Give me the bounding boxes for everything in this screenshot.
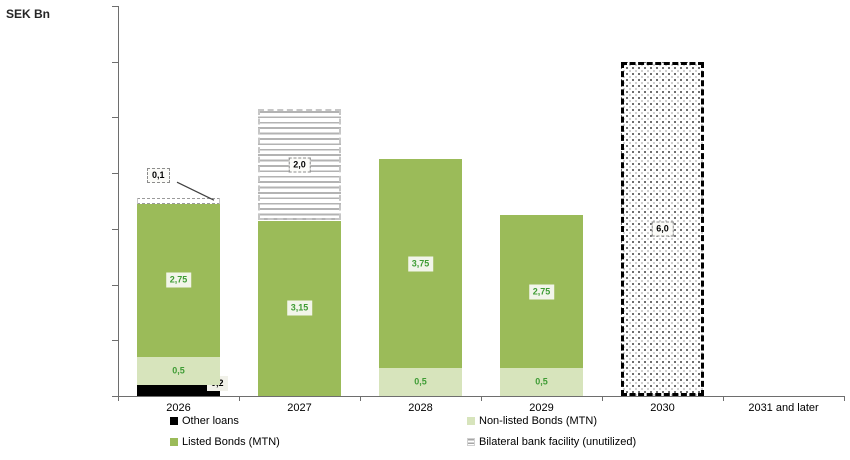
legend-item: Other loans [170, 415, 239, 427]
legend-item: Listed Bonds (MTN) [170, 436, 280, 448]
y-axis-tick [112, 284, 118, 286]
legend-item: Non-listed Bonds (MTN) [467, 415, 597, 427]
y-axis-tick [112, 228, 118, 230]
value-label: 2,75 [528, 284, 555, 300]
value-label: 2,75 [165, 272, 192, 288]
value-label: 6,0 [651, 221, 674, 237]
x-axis-label: 2028 [408, 402, 433, 414]
x-axis-label: 2027 [287, 402, 312, 414]
x-axis-tick [360, 397, 361, 401]
legend-label: Other loans [182, 415, 239, 427]
x-axis-tick [844, 397, 845, 401]
x-axis-tick [602, 397, 603, 401]
value-label: 0,5 [172, 365, 185, 376]
bar-segment-non-listed [500, 368, 583, 396]
x-axis-tick [118, 397, 119, 401]
value-label: 0,5 [535, 376, 548, 387]
legend-label: Non-listed Bonds (MTN) [479, 415, 597, 427]
bar-segment-other-loans [137, 384, 220, 396]
value-label: 0,5 [414, 376, 427, 387]
legend-swatch-other-loans [170, 417, 178, 425]
x-axis-label: 2030 [650, 402, 675, 414]
y-axis-tick [112, 117, 118, 119]
legend-item: Bilateral bank facility (unutilized) [467, 436, 636, 448]
y-axis-tick [112, 396, 118, 397]
legend-swatch-listed [170, 438, 178, 446]
value-label: 3,15 [286, 300, 313, 316]
y-axis-tick [112, 173, 118, 175]
chart-title: SEK Bn [6, 7, 51, 21]
x-axis-label: 2031 and later [748, 402, 819, 414]
y-axis [118, 6, 119, 396]
x-axis-tick [723, 397, 724, 401]
y-axis-tick [112, 6, 118, 7]
x-axis-label: 2029 [529, 402, 554, 414]
y-axis-tick [112, 61, 118, 63]
bar-segment-non-listed [379, 368, 462, 396]
legend-label: Listed Bonds (MTN) [182, 436, 280, 448]
value-label: 2,0 [288, 157, 311, 173]
x-axis-tick [481, 397, 482, 401]
bar-segment-hatch [137, 198, 220, 204]
y-axis-tick [112, 340, 118, 342]
x-axis-label: 2026 [166, 402, 191, 414]
legend-swatch-hatch [467, 438, 475, 446]
legend-swatch-non-listed [467, 417, 475, 425]
bar-segment-non-listed [137, 357, 220, 385]
value-label-callout: 0,1 [147, 168, 170, 184]
x-axis [118, 396, 845, 397]
legend-label: Bilateral bank facility (unutilized) [479, 436, 637, 448]
x-axis-tick [239, 397, 240, 401]
value-label: 3,75 [407, 256, 434, 272]
